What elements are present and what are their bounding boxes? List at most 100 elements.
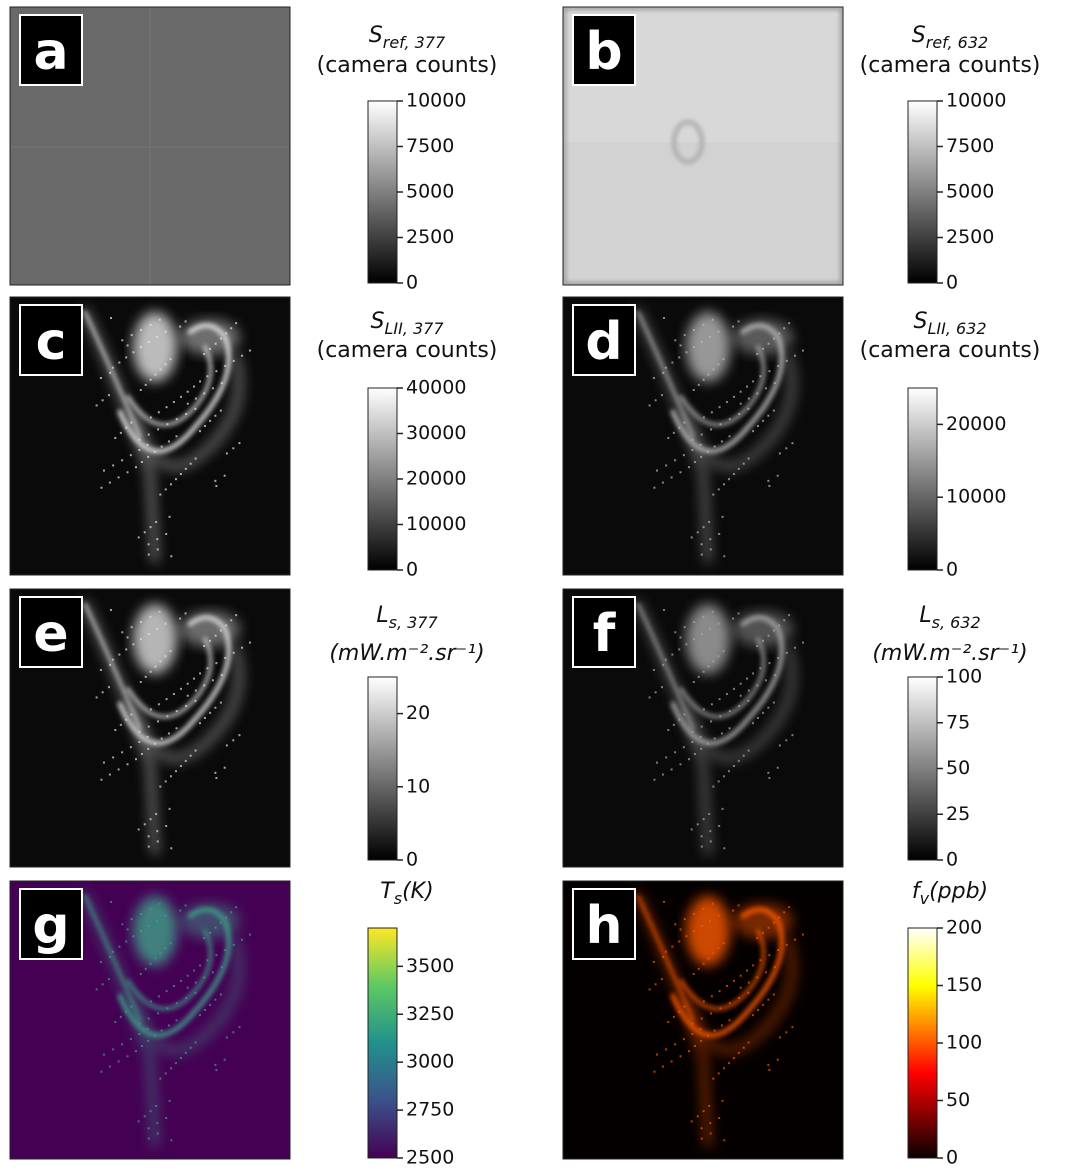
flame-speckle <box>119 1015 122 1018</box>
flame-speckle <box>114 1021 117 1023</box>
colorbar-subscript: ref, 632 <box>926 33 988 52</box>
flame-speckle <box>126 636 129 639</box>
colorbar-tick-label: 20 <box>406 702 430 724</box>
colorbar-tick-label: 150 <box>946 974 982 996</box>
flame-speckle <box>179 325 182 328</box>
panel-label: f <box>593 604 617 664</box>
flame-speckle <box>130 626 133 629</box>
flame-speckle <box>679 471 682 474</box>
flame-speckle <box>794 938 797 941</box>
flame-speckle <box>147 543 150 546</box>
colorbar-symbol: S <box>369 23 383 48</box>
flame-speckle <box>194 981 197 984</box>
flame-speckle <box>147 455 150 458</box>
flame-speckle <box>134 466 137 469</box>
flame-speckle <box>653 486 656 489</box>
flame-speckle <box>139 346 142 349</box>
flame-speckle <box>700 633 703 635</box>
flame-speckle <box>717 488 720 491</box>
flame-speckle <box>169 775 172 778</box>
flame-speckle <box>713 445 716 448</box>
flame-speckle <box>149 526 152 529</box>
flame-speckle <box>164 622 167 625</box>
flame-speckle <box>687 466 690 469</box>
flame-speckle <box>685 351 688 354</box>
flame-speckle <box>179 473 182 475</box>
colorbar-tick-label: 50 <box>946 1089 970 1111</box>
flame-speckle <box>674 631 677 634</box>
flame-speckle <box>126 344 129 347</box>
flame-speckle <box>737 467 740 470</box>
flame-speckle <box>685 935 688 938</box>
flame-speckle <box>160 445 163 448</box>
flame-speckle <box>665 464 668 467</box>
flame-speckle <box>219 337 222 340</box>
flame-speckle <box>108 481 111 484</box>
panel-label: c <box>36 312 67 372</box>
flame-speckle <box>762 419 765 422</box>
flame-speckle <box>147 433 150 436</box>
flame-speckle <box>154 957 157 960</box>
flame-speckle <box>147 925 150 927</box>
flame-speckle <box>785 447 788 450</box>
flame-speckle <box>778 744 781 747</box>
colorbar-tick-label: 5000 <box>406 181 454 203</box>
flame-speckle <box>702 1000 705 1003</box>
flame-speckle <box>175 418 178 421</box>
flame-speckle <box>739 974 742 977</box>
flame-speckle <box>801 641 804 644</box>
flame-speckle <box>713 1029 716 1032</box>
colorbar-tick-label: 0 <box>406 849 418 871</box>
flame-speckle <box>143 1115 146 1118</box>
flame-speckle <box>690 536 693 539</box>
flame-speckle <box>709 1132 712 1135</box>
flame-speckle <box>219 409 222 412</box>
flame-speckle <box>720 1024 723 1027</box>
flame-speckle <box>154 665 157 668</box>
flame-speckle <box>194 407 197 410</box>
flame-structure <box>686 604 730 674</box>
flame-speckle <box>747 457 750 460</box>
flame-speckle <box>728 710 731 713</box>
flame-speckle <box>149 416 152 419</box>
flame-speckle <box>184 904 187 907</box>
flame-speckle <box>157 411 160 414</box>
flame-speckle <box>189 462 192 465</box>
colorbar-tick-label: 3500 <box>406 955 454 977</box>
flame-speckle <box>648 404 651 407</box>
flame-speckle <box>164 488 167 491</box>
flame-speckle <box>728 1019 731 1022</box>
flame-speckle <box>114 729 117 731</box>
colorbar-unit: (camera counts) <box>860 53 1041 78</box>
flame-speckle <box>230 327 233 330</box>
flame-speckle <box>767 634 770 637</box>
flame-speckle <box>655 469 658 472</box>
flame-speckle <box>737 320 740 323</box>
flame-speckle <box>777 657 780 659</box>
flame-speckle <box>130 1005 133 1008</box>
flame-speckle <box>778 916 781 919</box>
flame-structure <box>126 637 213 719</box>
flame-speckle <box>156 1132 159 1135</box>
flame-speckle <box>203 937 206 939</box>
flame-speckle <box>241 354 244 357</box>
flame-speckle <box>692 346 695 349</box>
flame-speckle <box>683 334 686 337</box>
flame-speckle <box>225 624 228 627</box>
flame-speckle <box>126 471 129 474</box>
flame-speckle <box>712 785 715 788</box>
flame-speckle <box>670 768 673 771</box>
flame-speckle <box>209 1003 212 1006</box>
flame-speckle <box>203 353 206 355</box>
flame-speckle <box>761 639 764 642</box>
flame-speckle <box>149 323 152 326</box>
flame-speckle <box>125 718 128 721</box>
flame-structure <box>679 929 766 1011</box>
flame-speckle <box>747 407 750 410</box>
colorbar-tick-label: 2750 <box>406 1099 454 1121</box>
image <box>563 7 843 285</box>
flame-speckle <box>660 686 663 689</box>
flame-speckle <box>147 633 150 635</box>
flame-speckle <box>199 722 202 725</box>
flame-speckle <box>737 612 740 615</box>
